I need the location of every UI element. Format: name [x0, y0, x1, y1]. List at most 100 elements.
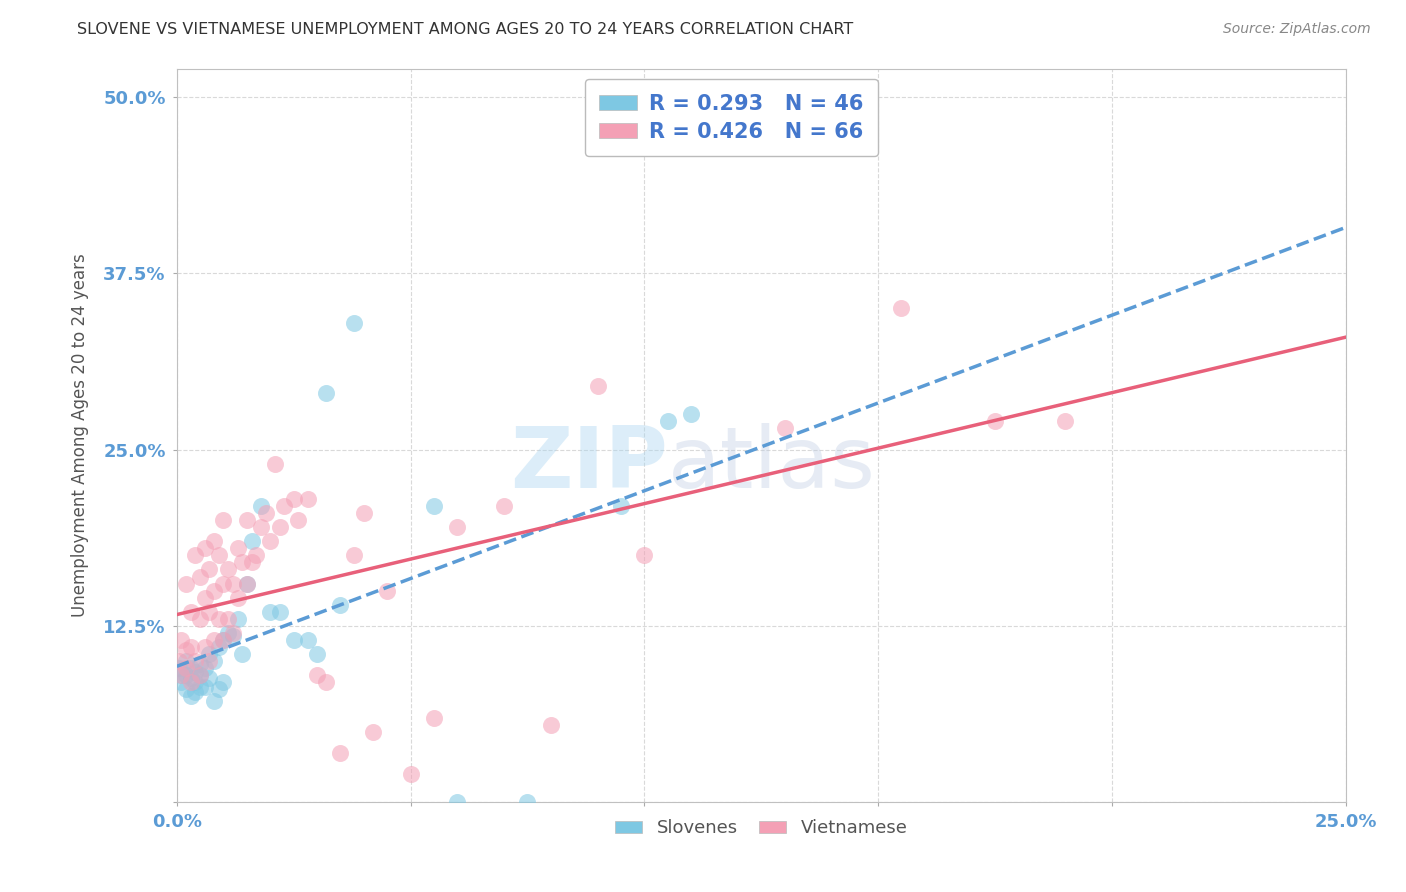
Point [399, 767, 422, 781]
Point [208, 612, 231, 626]
Point [180, 661, 202, 675]
Point [184, 549, 207, 563]
Point [217, 562, 239, 576]
Point [254, 506, 277, 520]
Point [343, 549, 366, 563]
Point [375, 583, 398, 598]
Point [198, 647, 221, 661]
Point [264, 457, 287, 471]
Text: SLOVENE VS VIETNAMESE UNEMPLOYMENT AMONG AGES 20 TO 24 YEARS CORRELATION CHART: SLOVENE VS VIETNAMESE UNEMPLOYMENT AMONG… [77, 22, 853, 37]
Point [167, 661, 190, 675]
Point [202, 534, 225, 549]
Point [773, 421, 796, 435]
Point [184, 685, 207, 699]
Point [226, 591, 249, 605]
Point [236, 576, 259, 591]
Point [231, 555, 253, 569]
Text: Source: ZipAtlas.com: Source: ZipAtlas.com [1223, 22, 1371, 37]
Point [231, 647, 253, 661]
Point [198, 671, 221, 685]
Point [423, 710, 446, 724]
Point [250, 499, 273, 513]
Point [198, 562, 221, 576]
Point [202, 632, 225, 647]
Point [226, 541, 249, 556]
Point [245, 549, 267, 563]
Point [212, 513, 235, 527]
Point [273, 499, 295, 513]
Point [222, 626, 245, 640]
Point [305, 668, 328, 682]
Point [297, 491, 319, 506]
Point [236, 576, 259, 591]
Point [184, 675, 207, 690]
Point [208, 549, 231, 563]
Point [194, 661, 217, 675]
Point [208, 640, 231, 654]
Point [329, 746, 352, 760]
Point [353, 506, 375, 520]
Legend: Slovenes, Vietnamese: Slovenes, Vietnamese [607, 812, 915, 845]
Point [174, 661, 197, 675]
Point [202, 654, 225, 668]
Point [315, 386, 337, 401]
Point [180, 671, 202, 685]
Point [170, 668, 193, 682]
Point [329, 598, 352, 612]
Point [174, 576, 197, 591]
Point [657, 414, 679, 428]
Point [212, 576, 235, 591]
Point [202, 694, 225, 708]
Point [217, 626, 239, 640]
Point [269, 605, 291, 619]
Point [212, 675, 235, 690]
Point [212, 632, 235, 647]
Point [194, 591, 217, 605]
Point [194, 541, 217, 556]
Point [174, 654, 197, 668]
Point [188, 612, 211, 626]
Point [188, 668, 211, 682]
Point [174, 668, 197, 682]
Point [283, 632, 305, 647]
Point [240, 555, 263, 569]
Point [269, 520, 291, 534]
Point [184, 665, 207, 680]
Point [681, 407, 703, 421]
Point [202, 583, 225, 598]
Point [1054, 414, 1077, 428]
Point [236, 513, 259, 527]
Point [226, 612, 249, 626]
Point [259, 534, 281, 549]
Point [180, 690, 202, 704]
Point [174, 643, 197, 657]
Point [492, 499, 515, 513]
Point [446, 795, 468, 809]
Point [170, 632, 193, 647]
Point [283, 491, 305, 506]
Point [287, 513, 309, 527]
Point [343, 316, 366, 330]
Text: ZIP: ZIP [510, 423, 668, 507]
Point [180, 640, 202, 654]
Point [305, 647, 328, 661]
Point [516, 795, 538, 809]
Point [297, 632, 319, 647]
Point [217, 612, 239, 626]
Point [610, 499, 633, 513]
Point [259, 605, 281, 619]
Point [633, 549, 655, 563]
Point [984, 414, 1007, 428]
Point [194, 680, 217, 694]
Point [180, 605, 202, 619]
Point [250, 520, 273, 534]
Point [361, 724, 384, 739]
Point [188, 680, 211, 694]
Point [188, 668, 211, 682]
Point [184, 654, 207, 668]
Text: atlas: atlas [668, 423, 876, 507]
Point [198, 605, 221, 619]
Point [174, 682, 197, 697]
Point [540, 717, 562, 731]
Y-axis label: Unemployment Among Ages 20 to 24 years: Unemployment Among Ages 20 to 24 years [72, 253, 89, 617]
